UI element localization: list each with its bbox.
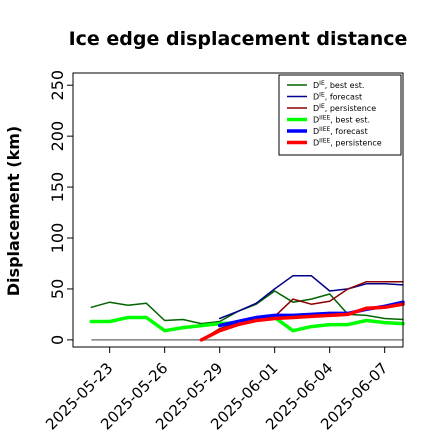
- legend-entry: DIE, forecast: [313, 92, 362, 102]
- y-tick-label: 200: [48, 121, 67, 152]
- y-tick-label: 50: [48, 279, 67, 299]
- plot-area: [89, 274, 405, 342]
- chart-title: Ice edge displacement distance: [69, 28, 408, 50]
- legend-entry: DIIEE, persistence: [313, 138, 382, 148]
- legend-entry: DIE, persistence: [313, 103, 376, 113]
- series-line-2: [218, 274, 404, 320]
- series-line-3: [200, 281, 404, 341]
- y-tick-label: 0: [48, 335, 67, 345]
- y-tick-label: 100: [48, 223, 67, 254]
- legend-entry: DIIEE, forecast: [313, 126, 368, 136]
- series-line-6: [199, 302, 405, 342]
- y-axis-label: Displacement (km): [4, 126, 23, 296]
- plot-frame: [72, 72, 404, 348]
- y-tick-label: 250: [48, 70, 67, 101]
- y-tick-label: 150: [48, 172, 67, 203]
- legend-entry: DIE, best est.: [313, 80, 364, 90]
- legend-entry: DIIEE, best est.: [313, 115, 370, 125]
